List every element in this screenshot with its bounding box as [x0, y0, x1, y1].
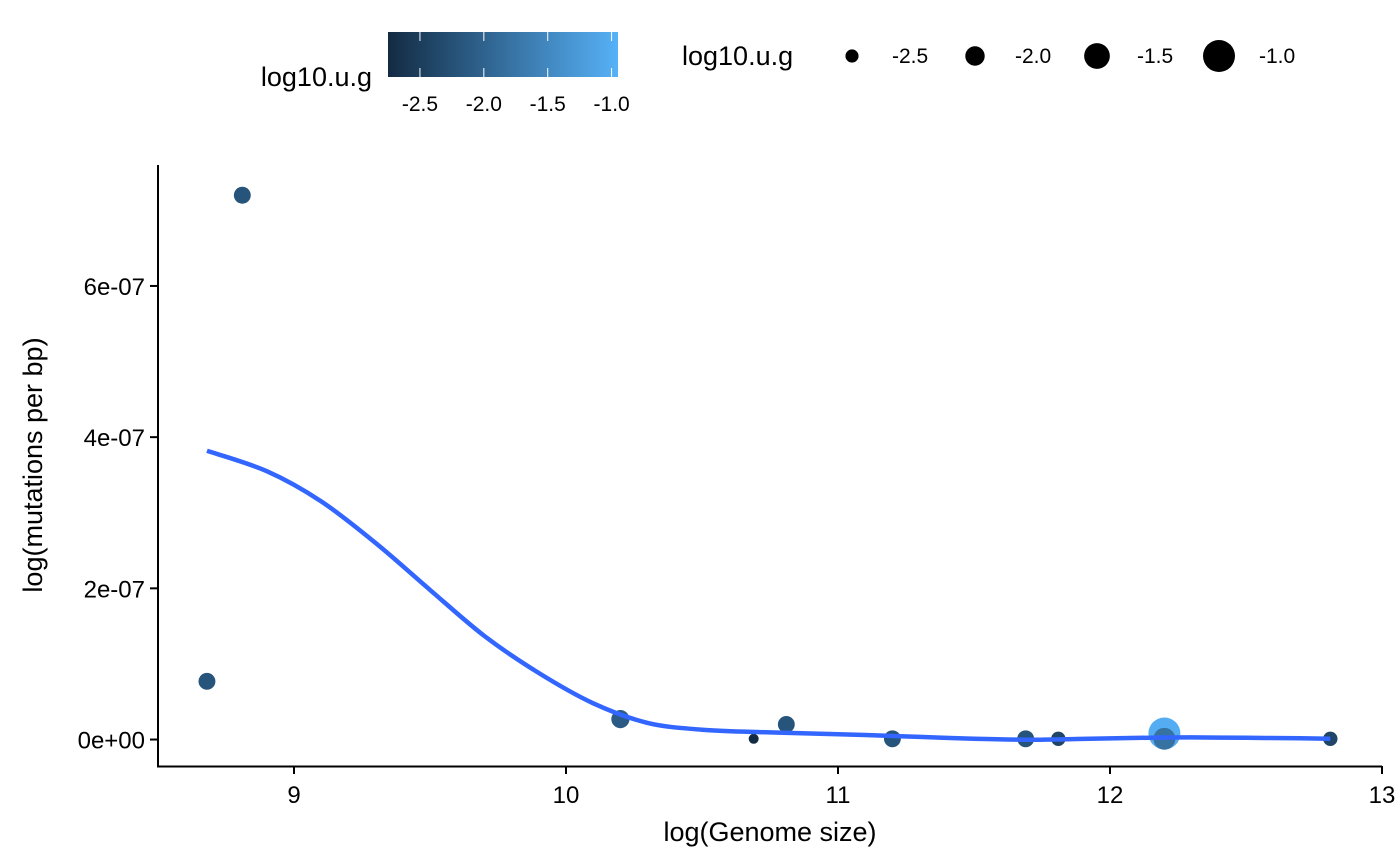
size-legend-label: -2.0 [1015, 45, 1051, 68]
colorbar-ticks: -2.5 -2.0 -1.5 -1.0 [402, 32, 630, 116]
y-tick-label: 2e-07 [84, 576, 145, 603]
y-axis-title: log(mutations per bp) [18, 337, 48, 592]
data-point [198, 672, 216, 690]
y-axis-ticks: 0e+00 2e-07 4e-07 6e-07 [78, 274, 158, 755]
x-axis-title: log(Genome size) [663, 817, 876, 847]
colorbar-tick-label: -1.5 [530, 93, 566, 116]
legend: log10.u.g -2.5 -2.0 -1.5 -1.0 log10.u.g -2.… [261, 32, 1295, 116]
size-legend-key [845, 49, 859, 63]
colorbar-tick-label: -2.5 [402, 93, 438, 116]
y-tick-label: 6e-07 [84, 274, 145, 301]
x-tick-label: 10 [553, 782, 580, 809]
data-point [748, 733, 759, 744]
data-points [198, 186, 1338, 750]
colorbar-tick-label: -1.0 [594, 93, 630, 116]
smooth-trend-line [206, 448, 1331, 742]
size-legend-key [1203, 40, 1235, 72]
data-point [1323, 731, 1338, 746]
x-tick-label: 12 [1097, 782, 1124, 809]
size-legend-label: -2.5 [892, 45, 928, 68]
x-axis-ticks: 9 10 11 12 13 [287, 766, 1395, 809]
size-legend-title: log10.u.g [682, 41, 793, 71]
x-tick-label: 13 [1369, 782, 1396, 809]
data-point [777, 715, 795, 733]
size-legend-key [1084, 43, 1110, 69]
data-point [233, 186, 251, 204]
size-legend-key [965, 46, 985, 66]
x-tick-label: 11 [826, 782, 851, 809]
colorbar [388, 32, 618, 77]
y-tick-label: 0e+00 [78, 728, 145, 755]
y-tick-label: 4e-07 [84, 425, 145, 452]
size-legend-label: -1.5 [1137, 45, 1173, 68]
data-point [883, 730, 901, 748]
x-tick-label: 9 [287, 782, 300, 809]
size-legend-keys: -2.5 -2.0 -1.5 -1.0 [845, 40, 1295, 72]
colorbar-tick-label: -2.0 [466, 93, 502, 116]
size-legend-label: -1.0 [1259, 45, 1295, 68]
color-legend-title: log10.u.g [261, 62, 372, 92]
axes: 9 10 11 12 13 0e+00 2e-07 4e-07 6e-07 log(Genom… [18, 165, 1395, 847]
